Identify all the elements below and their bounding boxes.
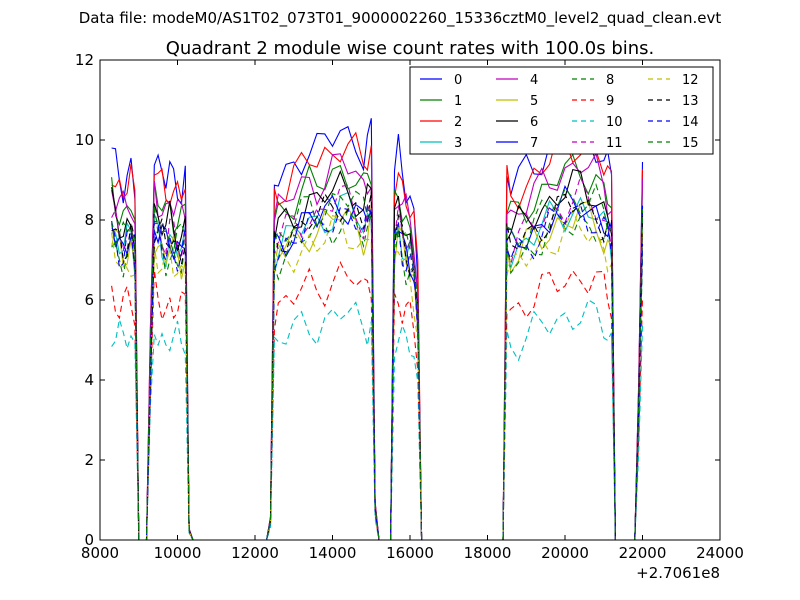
legend-label-1: 1 xyxy=(454,94,462,109)
series-line-7 xyxy=(111,184,644,541)
x-tick-label: 20000 xyxy=(541,544,589,562)
x-offset-label: +2.7061e8 xyxy=(636,564,720,582)
legend-label-15: 15 xyxy=(682,136,699,151)
series-line-15 xyxy=(111,182,644,541)
legend-label-3: 3 xyxy=(454,136,462,151)
y-tick-label: 6 xyxy=(84,291,94,309)
y-tick-label: 8 xyxy=(84,211,94,229)
series-line-11 xyxy=(111,174,644,541)
legend-label-12: 12 xyxy=(682,73,699,88)
series-line-1 xyxy=(111,153,644,541)
y-tick-label: 4 xyxy=(84,371,94,389)
legend-label-11: 11 xyxy=(606,136,623,151)
series-line-9 xyxy=(111,261,644,541)
legend-label-2: 2 xyxy=(454,115,462,130)
series-line-5 xyxy=(111,200,644,541)
legend-label-4: 4 xyxy=(530,73,538,88)
series-line-3 xyxy=(111,191,644,541)
y-tick-label: 2 xyxy=(84,451,94,469)
series-line-10 xyxy=(111,299,644,541)
x-tick-label: 22000 xyxy=(619,544,667,562)
y-tick-label: 10 xyxy=(75,131,94,149)
x-tick-label: 12000 xyxy=(231,544,279,562)
series-line-12 xyxy=(111,209,644,541)
x-tick-label: 14000 xyxy=(309,544,357,562)
legend-box xyxy=(409,66,714,155)
series-line-8 xyxy=(111,206,644,541)
series-line-13 xyxy=(111,191,644,541)
chart-title: Quadrant 2 module wise count rates with … xyxy=(166,38,655,59)
legend-label-6: 6 xyxy=(530,115,538,130)
legend-label-7: 7 xyxy=(530,136,538,151)
x-tick-label: 24000 xyxy=(696,544,744,562)
series-line-4 xyxy=(111,152,644,541)
series-layer xyxy=(111,110,644,541)
series-line-6 xyxy=(111,168,644,541)
x-tick-label: 8000 xyxy=(81,544,119,562)
x-tick-label: 16000 xyxy=(386,544,434,562)
legend-label-9: 9 xyxy=(606,94,614,109)
legend-label-0: 0 xyxy=(454,73,462,88)
legend-label-14: 14 xyxy=(682,115,699,130)
legend-label-10: 10 xyxy=(606,115,623,130)
file-title: Data file: modeM0/AS1T02_073T01_90000022… xyxy=(79,9,722,28)
axis-ticks: 8000 10000 12000 14000 16000 18000 20000 22000 2… xyxy=(75,51,744,562)
series-line-14 xyxy=(111,203,644,541)
legend-label-5: 5 xyxy=(530,94,538,109)
legend-label-8: 8 xyxy=(606,73,614,88)
x-tick-label: 18000 xyxy=(464,544,512,562)
y-tick-label: 0 xyxy=(84,531,94,549)
y-tick-label: 12 xyxy=(75,51,94,69)
series-line-0 xyxy=(111,110,644,541)
legend-label-13: 13 xyxy=(682,94,699,109)
x-tick-label: 10000 xyxy=(154,544,202,562)
